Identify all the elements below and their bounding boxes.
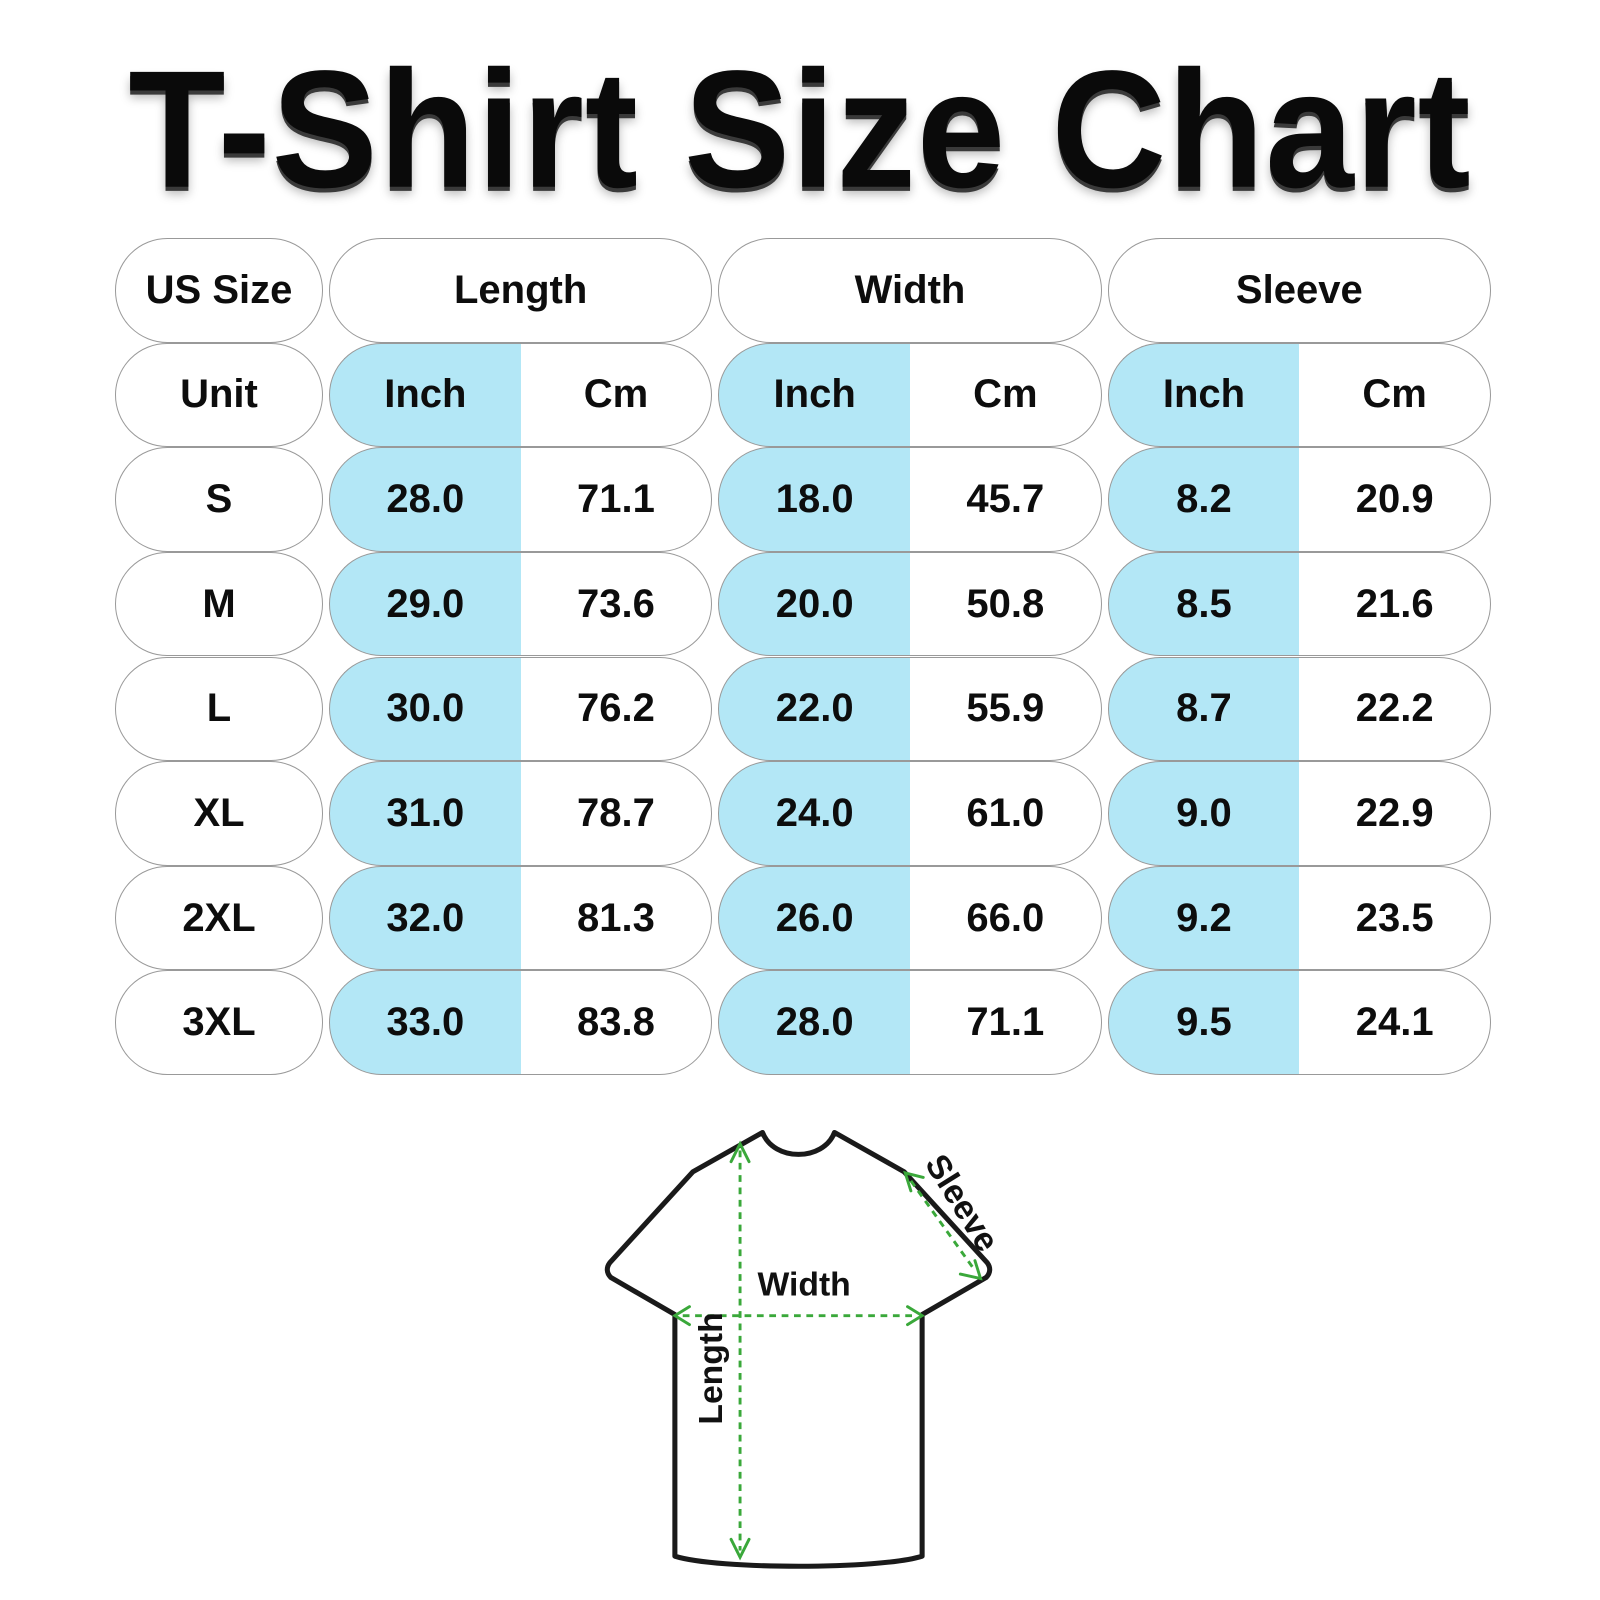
svg-text:Length: Length <box>692 1312 730 1424</box>
svg-text:Width: Width <box>757 1265 850 1303</box>
